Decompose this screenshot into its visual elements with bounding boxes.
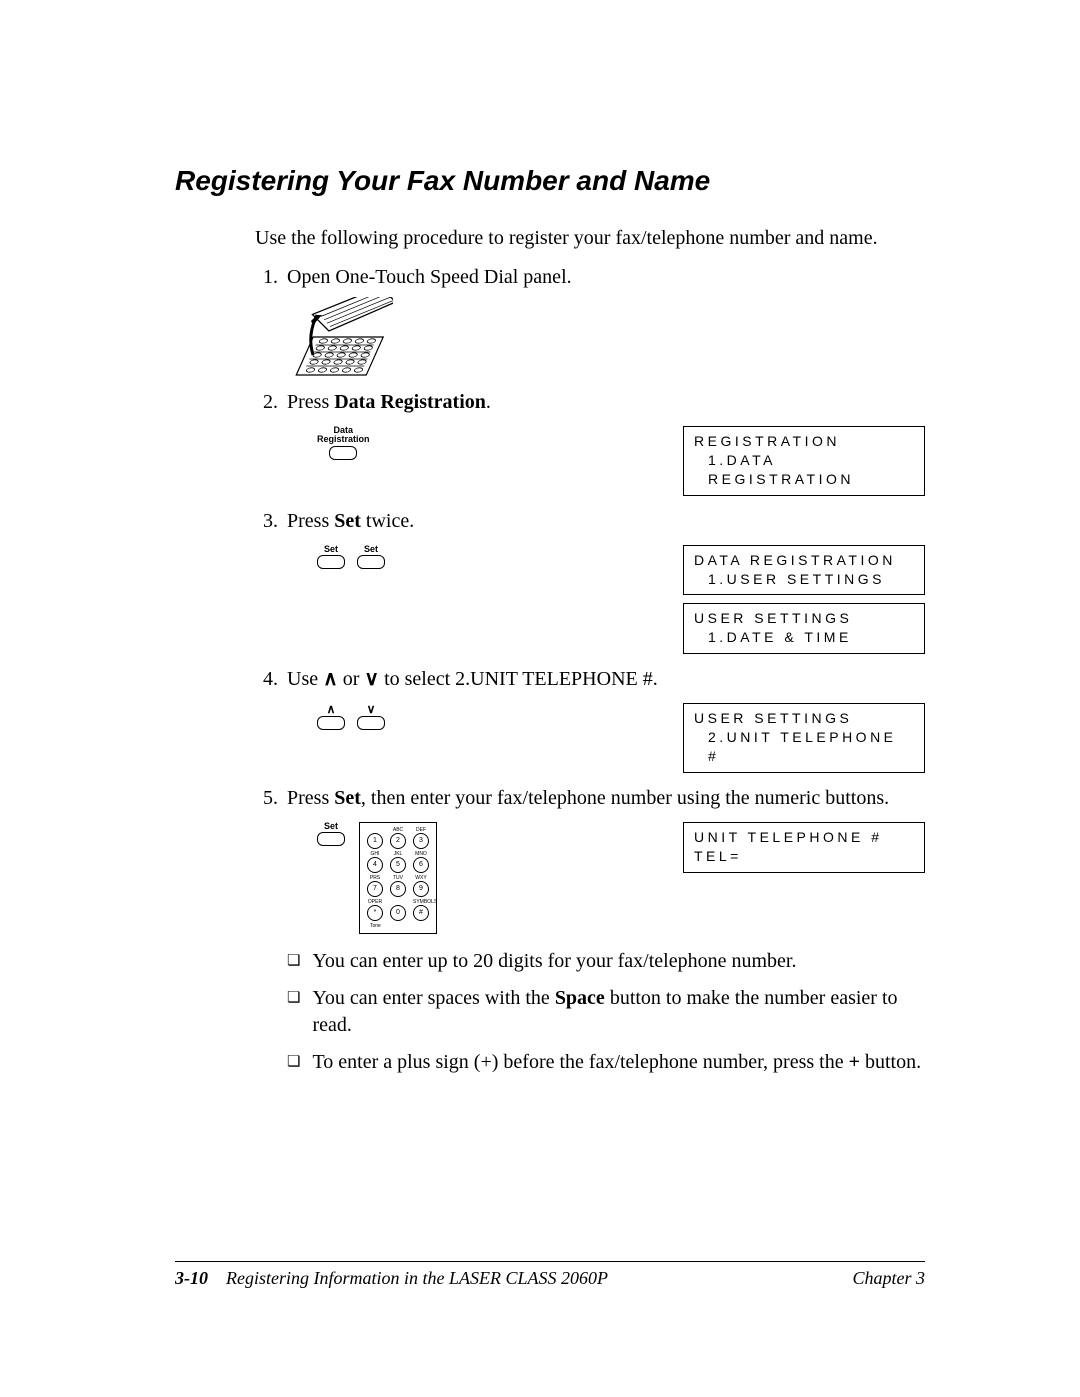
set-button-illus: Set <box>317 545 345 569</box>
lcd-display: DATA REGISTRATION 1.USER SETTINGS <box>683 545 925 596</box>
step-3: Press Set twice. Set Set DATA REGISTRATI… <box>283 508 925 655</box>
lcd-display: USER SETTINGS 1.DATE & TIME <box>683 603 925 654</box>
step-1: Open One-Touch Speed Dial panel. <box>283 264 925 377</box>
step-text: Press Set twice. <box>287 510 414 532</box>
step-text: Press Data Registration. <box>287 391 491 413</box>
lcd-line: 1.DATE & TIME <box>708 628 914 647</box>
set-button-illus: Set <box>317 822 345 846</box>
bullet-icon: ❏ <box>287 951 300 975</box>
footer-chapter: Chapter 3 <box>852 1268 925 1289</box>
data-registration-button-illus: Data Registration <box>317 426 370 460</box>
page-footer: 3-10 Registering Information in the LASE… <box>175 1261 925 1289</box>
lcd-display: USER SETTINGS 2.UNIT TELEPHONE # <box>683 703 925 773</box>
footer-rule <box>175 1261 925 1262</box>
page-number: 3-10 <box>175 1268 208 1288</box>
lcd-line: UNIT TELEPHONE # <box>694 828 914 847</box>
intro-paragraph: Use the following procedure to register … <box>255 225 925 252</box>
display-group: UNIT TELEPHONE # TEL= <box>683 822 925 873</box>
lcd-line: REGISTRATION <box>694 432 914 451</box>
sub-item: ❏ You can enter up to 20 digits for your… <box>287 948 925 975</box>
numeric-keypad-illus: 1 ABC2 DEF3 GHI4 JKL5 MNO6 PRS7 TUV8 <box>359 822 437 934</box>
step-2: Press Data Registration. Data Registrati… <box>283 389 925 496</box>
steps-list: Open One-Touch Speed Dial panel. <box>255 264 925 1076</box>
oval-button-icon <box>329 446 357 460</box>
oval-button-icon <box>317 716 345 730</box>
lcd-line: 1.DATA REGISTRATION <box>708 451 914 489</box>
bullet-icon: ❏ <box>287 1052 300 1076</box>
display-group: DATA REGISTRATION 1.USER SETTINGS USER S… <box>683 545 925 655</box>
set-button-illus: Set <box>357 545 385 569</box>
lcd-line: DATA REGISTRATION <box>694 551 914 570</box>
footer-title: Registering Information in the LASER CLA… <box>226 1268 608 1288</box>
panel-open-illustration <box>287 297 393 377</box>
step-5: Press Set, then enter your fax/telephone… <box>283 785 925 1076</box>
oval-button-icon <box>357 716 385 730</box>
footer-left: 3-10 Registering Information in the LASE… <box>175 1268 608 1289</box>
section-heading: Registering Your Fax Number and Name <box>175 165 925 197</box>
display-group: REGISTRATION 1.DATA REGISTRATION <box>683 426 925 496</box>
step-text: Open One-Touch Speed Dial panel. <box>287 266 572 288</box>
sub-item: ❏ To enter a plus sign (+) before the fa… <box>287 1049 925 1076</box>
oval-button-icon <box>317 832 345 846</box>
lcd-line: TEL= <box>694 847 914 866</box>
page-content: Registering Your Fax Number and Name Use… <box>0 0 1080 1076</box>
step-4: Use ∧ or ∨ to select 2.UNIT TELEPHONE #.… <box>283 666 925 773</box>
up-button-illus: ∧ <box>317 703 345 730</box>
lcd-line: 1.USER SETTINGS <box>708 570 914 589</box>
sub-bullet-list: ❏ You can enter up to 20 digits for your… <box>287 948 925 1076</box>
lcd-line: USER SETTINGS <box>694 609 914 628</box>
oval-button-icon <box>317 555 345 569</box>
step-text: Use ∧ or ∨ to select 2.UNIT TELEPHONE #. <box>287 668 658 690</box>
bullet-icon: ❏ <box>287 988 300 1039</box>
up-arrow-icon: ∧ <box>323 668 338 690</box>
display-group: USER SETTINGS 2.UNIT TELEPHONE # <box>683 703 925 773</box>
lcd-line: USER SETTINGS <box>694 709 914 728</box>
lcd-display: REGISTRATION 1.DATA REGISTRATION <box>683 426 925 496</box>
sub-item: ❏ You can enter spaces with the Space bu… <box>287 985 925 1039</box>
down-button-illus: ∨ <box>357 703 385 730</box>
lcd-line: 2.UNIT TELEPHONE # <box>708 728 914 766</box>
step-text: Press Set, then enter your fax/telephone… <box>287 787 889 809</box>
lcd-display: UNIT TELEPHONE # TEL= <box>683 822 925 873</box>
oval-button-icon <box>357 555 385 569</box>
down-arrow-icon: ∨ <box>364 668 379 690</box>
